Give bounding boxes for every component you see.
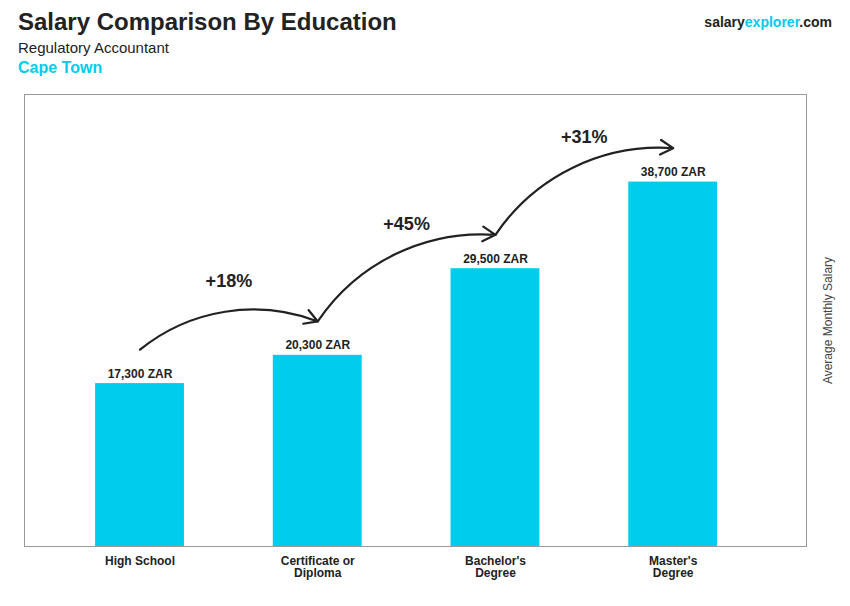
svg-text:+31%: +31% xyxy=(561,127,608,147)
html-text:salary explorer.com: salary explorer.com xyxy=(704,14,832,30)
svg-text:20,300 ZAR: 20,300 ZAR xyxy=(285,338,350,352)
svg-text:Bachelor'sDegree: Bachelor'sDegree xyxy=(465,554,526,580)
html-text:Salary Comparison By Education: Salary Comparison By Education xyxy=(18,8,397,35)
svg-text:+18%: +18% xyxy=(206,271,253,291)
html-text:Regulatory Accountant: Regulatory Accountant xyxy=(18,38,169,56)
svg-text:17,300 ZAR: 17,300 ZAR xyxy=(108,366,173,380)
svg-text:High School: High School xyxy=(105,554,175,568)
svg-text:Certificate orDiploma: Certificate orDiploma xyxy=(281,554,355,580)
svg-text:Master'sDegree: Master'sDegree xyxy=(649,554,698,580)
svg-text:38,700 ZAR: 38,700 ZAR xyxy=(641,165,706,179)
html-text:Cape Town: Cape Town xyxy=(18,58,103,76)
svg-text:+45%: +45% xyxy=(383,213,430,233)
svg-text:29,500 ZAR: 29,500 ZAR xyxy=(463,251,528,265)
svg-text:Average Monthly Salary: Average Monthly Salary xyxy=(821,256,835,383)
